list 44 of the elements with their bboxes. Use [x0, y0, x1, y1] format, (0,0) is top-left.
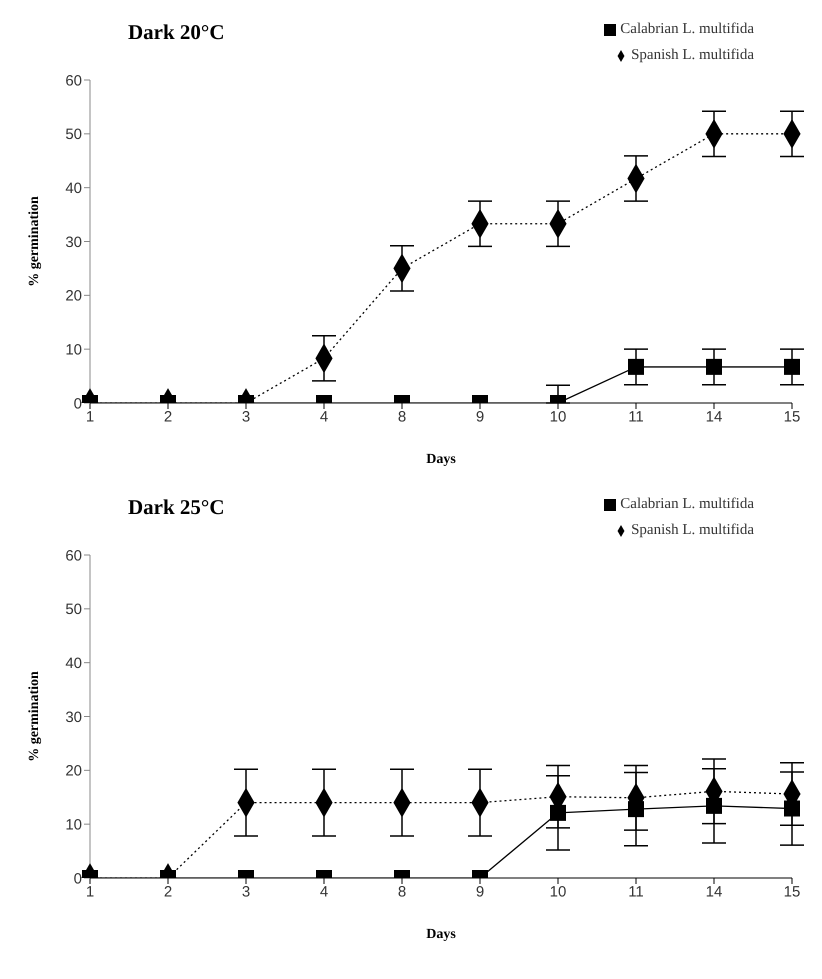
- x-tick-label: 15: [784, 408, 800, 426]
- x-axis-title: Days: [426, 452, 456, 467]
- x-tick-label: 14: [706, 408, 722, 426]
- x-tick-label: 1: [86, 884, 94, 901]
- x-tick-label: 4: [320, 884, 328, 901]
- x-tick-label: 1: [86, 408, 94, 426]
- x-tick-label: 4: [320, 408, 328, 426]
- x-tick-label: 9: [476, 408, 484, 426]
- x-tick-label: 10: [550, 884, 566, 901]
- y-tick-label: 0: [74, 870, 82, 888]
- legend-label: Calabrian L. multifida: [620, 496, 754, 512]
- x-tick-label: 8: [398, 408, 406, 426]
- y-axis-title: % germination: [26, 196, 42, 287]
- x-axis-title: Days: [426, 927, 456, 942]
- y-tick-label: 10: [65, 816, 82, 834]
- x-tick-label: 3: [242, 408, 250, 426]
- y-tick-label: 20: [65, 288, 82, 305]
- x-tick-label: 15: [784, 884, 800, 901]
- y-tick-label: 50: [65, 126, 82, 144]
- x-tick-label: 3: [242, 884, 250, 901]
- y-tick-label: 60: [65, 72, 82, 90]
- y-tick-label: 30: [65, 708, 82, 726]
- chart-title: Dark 20°C: [128, 20, 224, 45]
- legend-label: Spanish L. multifida: [631, 522, 754, 538]
- y-tick-label: 20: [65, 762, 82, 780]
- x-tick-label: 14: [706, 884, 722, 901]
- y-tick-label: 30: [65, 234, 82, 251]
- x-tick-label: 8: [398, 884, 406, 901]
- x-tick-label: 11: [628, 884, 644, 901]
- legend-label: Calabrian L. multifida: [620, 21, 754, 37]
- y-tick-label: 0: [74, 395, 82, 412]
- y-tick-label: 40: [65, 654, 82, 672]
- y-axis-title: % germination: [26, 670, 42, 762]
- x-tick-label: 9: [476, 884, 484, 901]
- x-tick-label: 11: [628, 408, 644, 426]
- y-tick-label: 40: [65, 180, 82, 197]
- x-tick-label: 10: [550, 408, 566, 426]
- y-tick-label: 60: [65, 547, 82, 564]
- y-tick-label: 10: [65, 341, 82, 358]
- legend-label: Spanish L. multifida: [631, 47, 754, 63]
- x-tick-label: 2: [164, 884, 172, 901]
- x-tick-label: 2: [164, 408, 172, 426]
- y-tick-label: 50: [65, 601, 82, 618]
- chart-title: Dark 25°C: [128, 495, 224, 520]
